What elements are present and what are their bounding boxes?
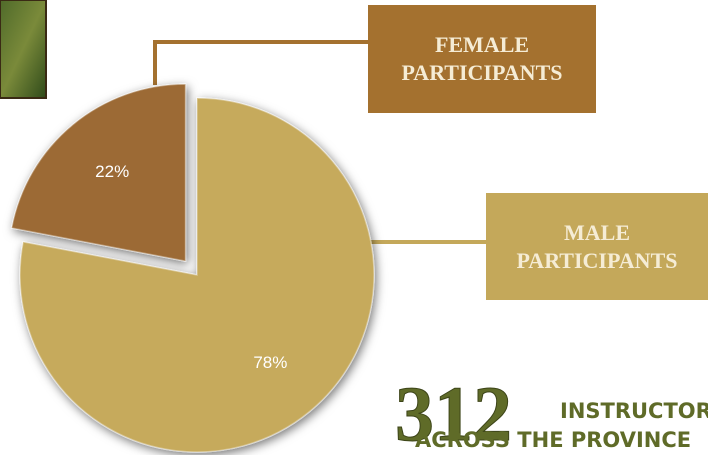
stat-caption: ACROSS THE PROVINCE bbox=[415, 428, 691, 452]
pie-slice bbox=[19, 97, 375, 453]
stat-caption: INSTRUCTORS bbox=[560, 399, 708, 423]
pie-slice bbox=[10, 83, 187, 263]
legend-label: MALE PARTICIPANTS bbox=[486, 193, 708, 300]
photo bbox=[0, 0, 47, 99]
legend-label: FEMALE PARTICIPANTS bbox=[368, 5, 596, 113]
leader-line bbox=[153, 40, 368, 85]
stat-number: 312 bbox=[395, 370, 512, 455]
pie: 22% 78% bbox=[10, 83, 375, 453]
data-label: 78% bbox=[253, 353, 287, 372]
data-label: 22% bbox=[95, 162, 129, 181]
